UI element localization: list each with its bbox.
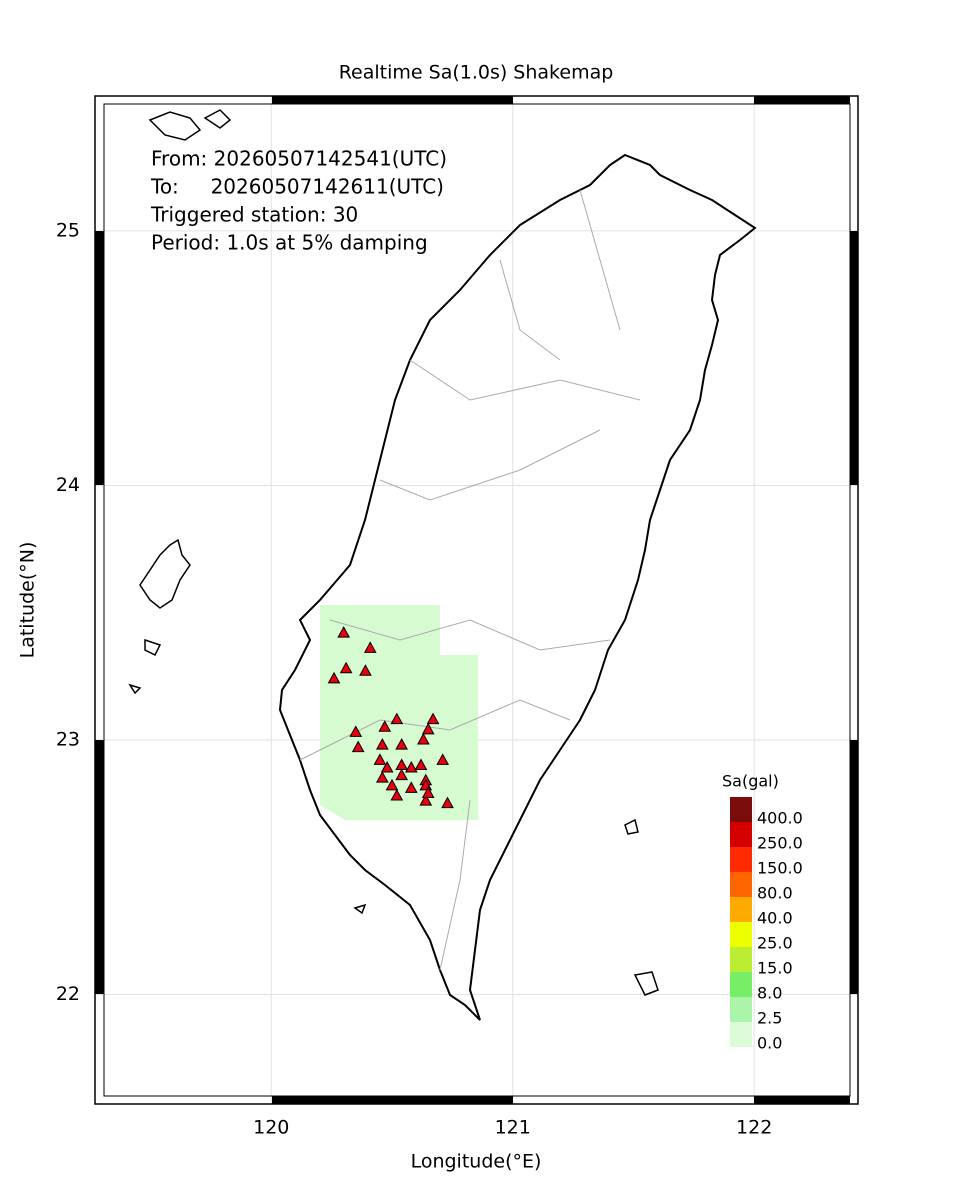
station	[373, 753, 387, 765]
station	[385, 778, 399, 791]
station	[426, 712, 440, 725]
station	[378, 720, 392, 732]
info-line: Triggered station: 30	[150, 203, 358, 227]
station	[404, 781, 418, 793]
small-islands	[353, 818, 659, 996]
station	[375, 771, 389, 783]
legend-swatch	[730, 997, 752, 1022]
station	[421, 722, 435, 735]
legend-title: Sa(gal)	[722, 772, 779, 791]
shaded-area	[320, 605, 478, 820]
station	[419, 794, 433, 806]
info-box: From: 20260507142541(UTC) To: 2026050714…	[150, 147, 447, 255]
x-tick-label: 122	[736, 1117, 772, 1139]
legend-swatch	[730, 822, 752, 847]
legend-label: 250.0	[757, 834, 803, 853]
station	[327, 671, 341, 684]
legend-swatch	[730, 972, 752, 997]
station	[417, 732, 430, 745]
station	[414, 758, 428, 770]
y-tick-label: 23	[56, 729, 80, 751]
station	[404, 760, 418, 773]
x-tick-label: 121	[495, 1117, 531, 1139]
y-tick-label: 24	[56, 474, 80, 496]
info-line: To: 20260507142611(UTC)	[150, 175, 444, 199]
station	[421, 786, 435, 798]
legend-label: 80.0	[757, 884, 793, 903]
map-title: Realtime Sa(1.0s) Shakemap	[339, 62, 614, 84]
legend-label: 2.5	[757, 1009, 782, 1028]
legend-label: 15.0	[757, 959, 793, 978]
station	[390, 788, 404, 801]
y-tick-label: 22	[56, 983, 80, 1005]
station	[390, 712, 404, 725]
legend-label: 40.0	[757, 909, 793, 928]
station	[349, 725, 363, 737]
info-line: Period: 1.0s at 5% damping	[151, 231, 428, 255]
legend-swatch	[730, 797, 752, 822]
y-tick-label: 25	[56, 219, 80, 241]
station	[436, 753, 450, 765]
info-line: From: 20260507142541(UTC)	[151, 147, 447, 171]
penghu-islands	[128, 538, 191, 695]
legend-swatch	[730, 897, 752, 922]
coastline	[278, 153, 757, 1021]
legend-label: 0.0	[757, 1034, 782, 1053]
legend-label: 400.0	[757, 809, 803, 828]
station	[359, 664, 372, 676]
x-tick-label: 120	[253, 1117, 289, 1139]
station	[395, 768, 408, 781]
station	[339, 661, 353, 674]
station	[363, 641, 377, 653]
y-axis-label: Latitude(°N)	[17, 542, 39, 659]
station	[380, 760, 394, 773]
legend-swatch	[730, 922, 752, 947]
legend-swatch	[730, 947, 752, 972]
station	[441, 796, 454, 809]
legend-swatch	[730, 872, 752, 897]
county-borders	[299, 189, 641, 971]
legend-label: 8.0	[757, 984, 782, 1003]
legend-label: 25.0	[757, 934, 793, 953]
station	[351, 740, 365, 753]
frame-scale-bars	[95, 96, 858, 1104]
kinmen-islands	[148, 109, 232, 141]
station	[375, 738, 389, 750]
station	[395, 738, 408, 750]
legend-swatch	[730, 847, 752, 872]
station	[337, 626, 351, 638]
legend-swatch	[730, 1022, 752, 1047]
x-axis-label: Longitude(°E)	[411, 1151, 542, 1173]
legend-label: 150.0	[757, 859, 803, 878]
